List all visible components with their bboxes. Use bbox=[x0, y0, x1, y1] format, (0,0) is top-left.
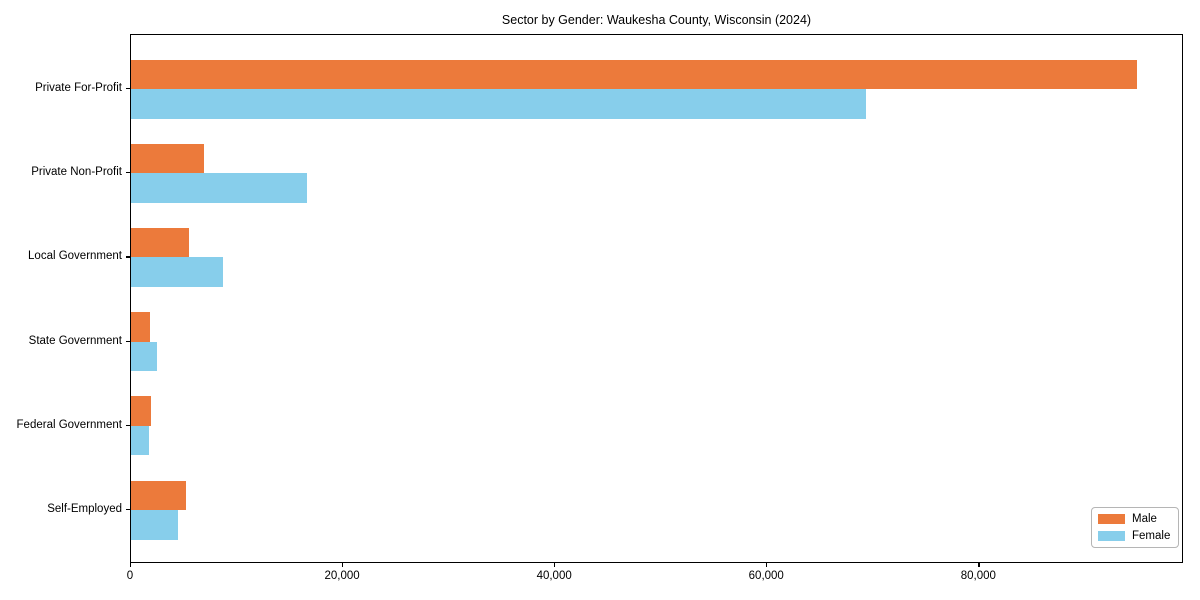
bar-male bbox=[131, 312, 151, 342]
bar-male bbox=[131, 59, 1138, 89]
bar-male bbox=[131, 396, 151, 426]
y-axis-label: Self-Employed bbox=[47, 503, 122, 515]
x-axis-tick bbox=[766, 563, 768, 567]
legend-swatch-female bbox=[1098, 531, 1125, 541]
y-axis-tick bbox=[126, 256, 130, 258]
chart-title: Sector by Gender: Waukesha County, Wisco… bbox=[501, 13, 812, 27]
legend-swatch-male bbox=[1098, 514, 1125, 524]
y-axis-tick bbox=[126, 424, 130, 426]
bar-female bbox=[131, 510, 178, 540]
plot-area bbox=[130, 34, 1183, 563]
y-axis-label: Private Non-Profit bbox=[31, 166, 122, 179]
x-axis-tick-label: 20,000 bbox=[324, 570, 360, 582]
x-axis-tick bbox=[554, 563, 556, 567]
bar-male bbox=[131, 227, 190, 258]
x-axis-tick-label: 60,000 bbox=[748, 570, 784, 582]
bar-male bbox=[131, 143, 205, 174]
bar-female bbox=[131, 89, 866, 119]
y-axis-tick bbox=[126, 88, 130, 90]
bar-male bbox=[131, 480, 187, 510]
legend: Male Female bbox=[1091, 507, 1179, 548]
y-axis-label: Federal Government bbox=[16, 418, 122, 431]
y-axis-tick bbox=[126, 340, 130, 342]
bar-female bbox=[131, 425, 150, 456]
y-axis-label: State Government bbox=[28, 334, 122, 347]
bar-female bbox=[131, 341, 157, 372]
legend-item: Male bbox=[1098, 513, 1171, 525]
y-axis-label: Local Government bbox=[28, 250, 122, 263]
legend-label: Male bbox=[1132, 513, 1157, 525]
y-axis-tick bbox=[126, 509, 130, 511]
x-axis-tick bbox=[342, 563, 344, 567]
y-axis-tick bbox=[126, 172, 130, 174]
x-axis-tick bbox=[130, 563, 132, 567]
y-axis-label: Private For-Profit bbox=[35, 82, 122, 94]
legend-item: Female bbox=[1098, 530, 1171, 542]
legend-label: Female bbox=[1132, 530, 1171, 542]
x-axis-tick-label: 80,000 bbox=[960, 570, 996, 582]
x-axis-tick-label: 0 bbox=[126, 570, 134, 582]
bar-female bbox=[131, 173, 308, 203]
x-axis-tick-label: 40,000 bbox=[536, 570, 572, 582]
bar-female bbox=[131, 257, 224, 287]
x-axis-tick bbox=[978, 563, 980, 567]
